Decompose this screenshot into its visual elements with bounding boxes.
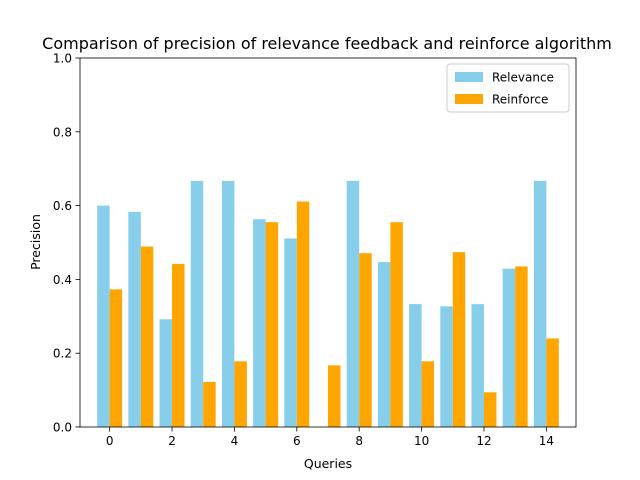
bar-relevance-13 <box>502 268 516 427</box>
y-tick-label: 0.0 <box>53 421 72 435</box>
bar-reinforce-1 <box>140 246 154 427</box>
y-tick-label: 1.0 <box>53 52 72 66</box>
bar-relevance-14 <box>533 180 547 427</box>
bar-relevance-11 <box>440 306 453 427</box>
x-tick-label: 2 <box>168 434 176 448</box>
y-tick-label: 0.8 <box>53 125 72 139</box>
bar-reinforce-0 <box>109 289 123 427</box>
bar-reinforce-8 <box>359 253 372 427</box>
bar-relevance-10 <box>409 304 422 427</box>
bar-reinforce-10 <box>421 361 435 427</box>
x-tick-label: 14 <box>539 434 554 448</box>
bar-reinforce-2 <box>172 263 185 427</box>
bar-relevance-3 <box>190 180 204 427</box>
bar-relevance-5 <box>253 219 266 427</box>
y-tick-label: 0.4 <box>53 273 72 287</box>
bar-reinforce-13 <box>515 266 528 427</box>
bar-reinforce-3 <box>203 381 216 427</box>
bar-reinforce-6 <box>296 201 310 427</box>
bar-reinforce-14 <box>546 338 559 427</box>
bar-relevance-4 <box>221 180 235 427</box>
y-axis-label: Precision <box>28 214 43 270</box>
y-tick-label: 0.6 <box>53 199 72 213</box>
chart-title: Comparison of precision of relevance fee… <box>42 34 612 53</box>
x-tick-label: 10 <box>414 434 429 448</box>
plot-frame <box>79 57 577 428</box>
legend-label-relevance: Relevance <box>492 71 554 85</box>
bar-reinforce-12 <box>483 392 497 427</box>
bar-reinforce-9 <box>390 222 403 427</box>
bar-reinforce-4 <box>234 361 247 427</box>
bar-relevance-2 <box>159 319 173 427</box>
x-axis-label: Queries <box>304 456 352 471</box>
bar-reinforce-5 <box>265 222 279 427</box>
axes-group: 0 2 4 6 8 10 12 14 0.0 0.2 0.4 0.6 0.8 1.0 <box>53 52 577 448</box>
bar-relevance-12 <box>471 304 484 427</box>
bar-relevance-0 <box>97 205 110 427</box>
bar-relevance-8 <box>346 180 360 427</box>
bars-group <box>97 180 559 427</box>
bar-reinforce-7 <box>328 365 341 427</box>
y-tick-label: 0.2 <box>53 347 72 361</box>
legend-swatch-relevance <box>455 72 483 82</box>
x-tick-label: 6 <box>293 434 301 448</box>
bar-relevance-9 <box>377 262 391 427</box>
legend-swatch-reinforce <box>455 94 483 104</box>
x-tick-label: 12 <box>476 434 491 448</box>
x-tick-label: 8 <box>355 434 363 448</box>
x-tick-label: 0 <box>106 434 114 448</box>
legend-label-reinforce: Reinforce <box>492 93 548 107</box>
bar-relevance-6 <box>284 238 297 427</box>
bar-reinforce-11 <box>452 252 466 427</box>
x-tick-label: 4 <box>231 434 239 448</box>
legend: Relevance Reinforce <box>446 63 570 113</box>
bar-relevance-1 <box>128 211 141 427</box>
